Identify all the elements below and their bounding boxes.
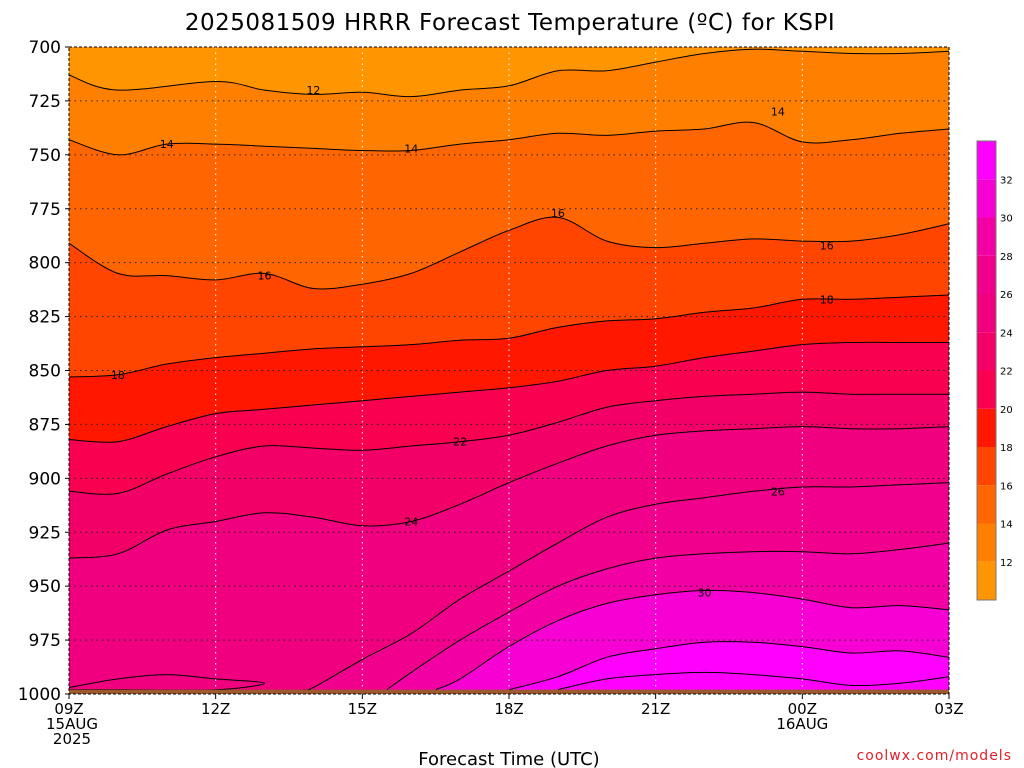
- colorbar-segment: [977, 141, 996, 180]
- y-tick-label: 725: [29, 92, 61, 112]
- colorbar-segment: [977, 523, 996, 562]
- colorbar-tick-label: 28: [1000, 252, 1013, 263]
- x-axis-label: Forecast Time (UTC): [418, 749, 599, 768]
- contour-label: 16: [551, 207, 565, 220]
- y-tick-label: 975: [29, 631, 61, 651]
- x-tick-label: 09Z: [54, 700, 83, 718]
- contour-line-26: [303, 482, 949, 691]
- x-tick-label: 21Z: [641, 700, 670, 718]
- contour-labels: 12 14 14 14 16 16 16 18 18 22 24 26 30: [111, 84, 834, 600]
- colorbar-tick-label: 12: [1000, 558, 1013, 569]
- filled-contours: [69, 47, 949, 694]
- colorbar-segment: [977, 485, 996, 524]
- x-tick-label: 00Z: [788, 700, 817, 718]
- colorbar-segment: [977, 332, 996, 371]
- contour-line-12: [69, 48, 949, 98]
- contour-line-20: [69, 341, 949, 443]
- colorbar-frame: [976, 140, 997, 601]
- contour-label: 18: [111, 369, 125, 382]
- contour-label: 12: [306, 84, 320, 97]
- colorbar-tick-label: 20: [1000, 405, 1013, 416]
- axes: 700 725 750 775 800 825 850 875 900 925 950 975 1000…: [18, 38, 964, 748]
- grid: [69, 47, 949, 694]
- plot-area: 12 14 14 14 16 16 16 18 18 22 24 26 30: [69, 47, 949, 694]
- y-tick-label: 875: [29, 415, 61, 435]
- contour-label: 14: [771, 106, 785, 119]
- contour-line-34: [557, 671, 949, 691]
- contour-label: 24: [404, 515, 418, 528]
- credit-text: coolwx.com/models: [857, 748, 1012, 764]
- y-tick-label: 700: [29, 38, 61, 58]
- contour-line-22: [69, 391, 949, 495]
- x-tick-label: 18Z: [494, 700, 523, 718]
- contour-line-24: [69, 426, 949, 559]
- x-tick-label: 03Z: [934, 700, 963, 718]
- chart-title: 2025081509 HRRR Forecast Temperature (ºC…: [185, 10, 835, 36]
- colorbar-segment: [977, 179, 996, 218]
- contour-label: 16: [820, 239, 834, 252]
- colorbar-segment: [977, 217, 996, 256]
- contour-label: 14: [404, 142, 418, 155]
- y-tick-label: 900: [29, 469, 61, 489]
- x-tick-label: 2025: [53, 730, 91, 748]
- x-tick-label: 15AUG: [46, 715, 98, 733]
- contour-line-16: [69, 216, 949, 290]
- contour-label: 30: [698, 587, 712, 600]
- colorbar-tick-label: 22: [1000, 367, 1013, 378]
- contour-lines: [69, 48, 949, 691]
- colorbar-tick-label: 30: [1000, 214, 1013, 225]
- colorbar-segment: [977, 447, 996, 486]
- colorbar-segment: [977, 294, 996, 333]
- contour-line-14: [69, 121, 949, 156]
- contour-line-28: [386, 542, 949, 691]
- contour-label: 26: [771, 485, 785, 498]
- contour-label: 18: [820, 293, 834, 306]
- x-tick-label: 16AUG: [776, 715, 828, 733]
- band-fill: [557, 672, 949, 694]
- y-tick-label: 825: [29, 308, 61, 328]
- contour-line-32: [508, 641, 949, 691]
- y-tick-label: 800: [29, 254, 61, 274]
- y-tick-label: 750: [29, 146, 61, 166]
- contour-label: 16: [258, 270, 272, 283]
- colorbar-segment: [977, 370, 996, 409]
- y-tick-label: 925: [29, 523, 61, 543]
- contour-label: 14: [160, 138, 174, 151]
- x-tick-label: 15Z: [348, 700, 377, 718]
- colorbar-segment: [977, 561, 996, 600]
- contour-line-18: [69, 294, 949, 378]
- contour-line-30: [435, 589, 949, 691]
- colorbar-tick-label: 16: [1000, 481, 1013, 492]
- colorbar-segment: [977, 255, 996, 294]
- colorbar-tick-label: 26: [1000, 290, 1013, 301]
- colorbar-tick-label: 14: [1000, 520, 1013, 531]
- y-tick-label: 950: [29, 577, 61, 597]
- colorbar-segment: [977, 408, 996, 447]
- colorbar-tick-label: 24: [1000, 328, 1013, 339]
- y-tick-label: 775: [29, 200, 61, 220]
- x-tick-label: 12Z: [201, 700, 230, 718]
- colorbar: 12 14 16 18 20 22 24 26 28 30 32: [976, 140, 1013, 601]
- y-tick-label: 1000: [18, 685, 61, 705]
- ground-strip: [69, 689, 949, 694]
- y-tick-label: 850: [29, 362, 61, 382]
- contour-label: 22: [453, 436, 467, 449]
- colorbar-tick-label: 32: [1000, 175, 1013, 186]
- colorbar-tick-label: 18: [1000, 443, 1013, 454]
